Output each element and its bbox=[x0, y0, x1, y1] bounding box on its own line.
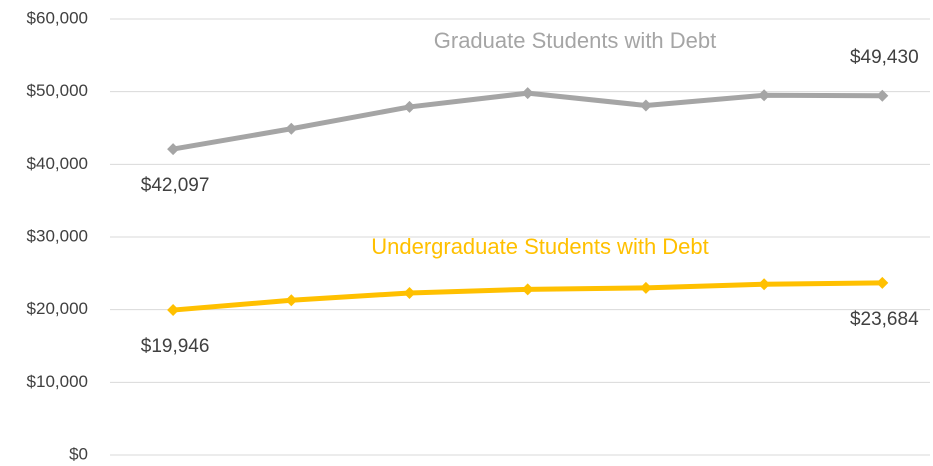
series-name: Graduate Students with Debt bbox=[434, 28, 717, 53]
y-tick-label: $30,000 bbox=[27, 226, 88, 245]
marker bbox=[403, 100, 416, 113]
data-label: $42,097 bbox=[141, 175, 210, 196]
marker bbox=[403, 286, 416, 299]
marker bbox=[167, 304, 180, 317]
marker bbox=[521, 87, 534, 100]
marker bbox=[876, 276, 889, 289]
y-tick-label: $40,000 bbox=[27, 154, 88, 173]
y-tick-label: $50,000 bbox=[27, 81, 88, 100]
marker bbox=[639, 99, 652, 112]
marker bbox=[285, 122, 298, 135]
marker bbox=[758, 278, 771, 291]
series-line bbox=[172, 90, 883, 152]
marker bbox=[285, 294, 298, 307]
marker bbox=[167, 143, 180, 156]
marker bbox=[521, 283, 534, 296]
data-label: $49,430 bbox=[850, 47, 919, 68]
series-name: Undergraduate Students with Debt bbox=[371, 234, 709, 259]
y-tick-label: $60,000 bbox=[27, 8, 88, 27]
marker bbox=[876, 89, 889, 102]
y-tick-label: $0 bbox=[69, 444, 88, 463]
data-label: $23,684 bbox=[850, 309, 919, 330]
y-tick-label: $10,000 bbox=[27, 372, 88, 391]
y-tick-label: $20,000 bbox=[27, 299, 88, 318]
data-label: $19,946 bbox=[141, 336, 210, 357]
marker bbox=[639, 281, 652, 294]
marker bbox=[758, 89, 771, 102]
